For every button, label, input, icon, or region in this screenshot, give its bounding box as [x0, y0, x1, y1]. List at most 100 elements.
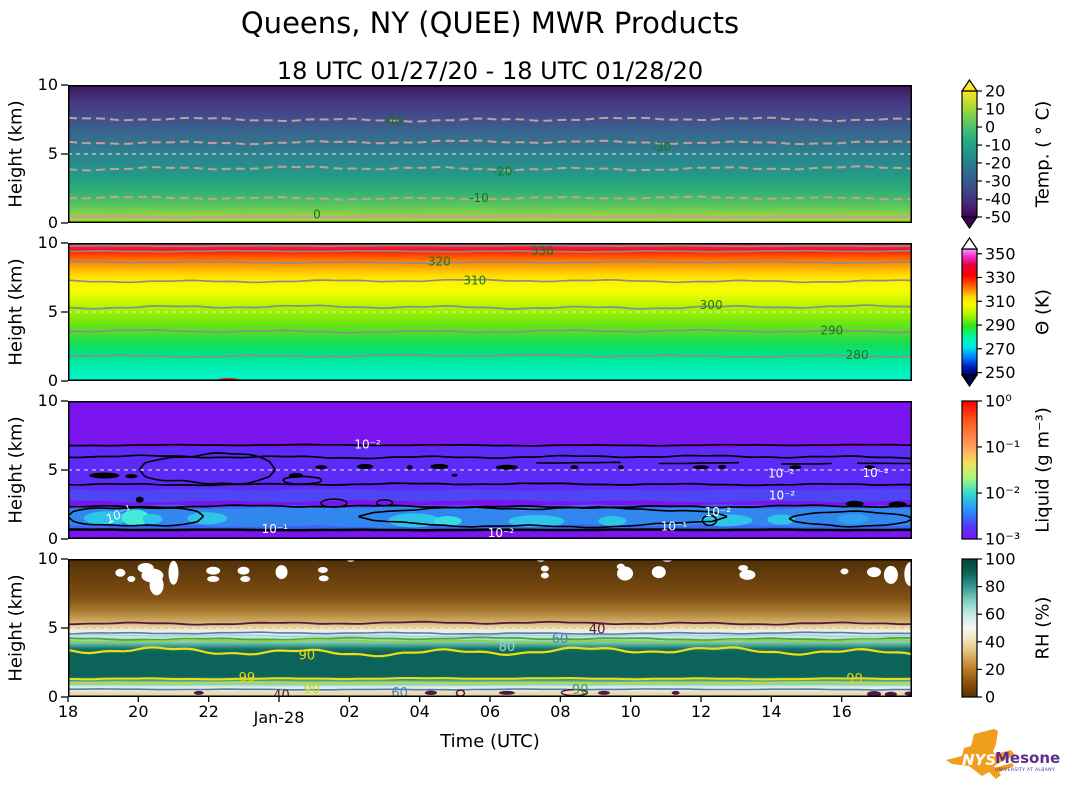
potential-temperature-field — [68, 243, 912, 381]
field-patch — [840, 568, 849, 575]
colorbar-tick-label: 310 — [985, 292, 1016, 311]
contour-spot — [671, 690, 680, 695]
x-tick-label: 18 — [57, 702, 79, 721]
field-patch — [883, 565, 898, 584]
contour-line — [68, 688, 912, 691]
plot-area-temperature: -40 -30 -20 -10 0 — [68, 85, 912, 223]
field-patch — [206, 566, 221, 575]
contour-line — [68, 633, 912, 638]
contour-spot — [451, 473, 458, 477]
colorbar-gradient — [961, 558, 978, 698]
contour-spot — [789, 465, 802, 470]
field-patch — [121, 509, 150, 526]
colorbar-relative-humidity: 100 80 60 40 20 0 — [961, 551, 1016, 707]
x-tick-label: 10 — [620, 702, 641, 721]
y-tick-label: 5 — [47, 302, 58, 321]
colorbar-tick-label: -20 — [985, 153, 1011, 172]
field-patch — [142, 513, 163, 524]
contour-line — [68, 636, 912, 642]
colorbar-potential-temperature: 350 330 310 290 270 250 — [960, 236, 1016, 388]
contour-line — [68, 249, 912, 253]
field-patch — [739, 569, 756, 580]
plot-area-liquid: 10⁻²10⁻¹10⁻¹ 10⁻²10⁻² 10⁻²10⁻²10⁻²10⁻¹ — [68, 401, 912, 539]
contour-label: 90 — [304, 682, 321, 697]
field-patch — [508, 515, 565, 528]
x-tick-label: 08 — [550, 702, 571, 721]
colorbar-tick-label: 0 — [985, 688, 995, 707]
contour-spot — [430, 464, 449, 470]
contour-label: -10 — [469, 191, 489, 205]
field-patch — [617, 566, 634, 581]
contour-blob — [68, 506, 204, 527]
colorbar-tick-label: 350 — [985, 244, 1016, 263]
contour-spot — [498, 690, 515, 695]
contour-line — [68, 116, 912, 123]
colorbar-tick-label: 290 — [985, 316, 1016, 335]
contour-label: 10⁻² — [862, 466, 889, 480]
y-tick-label: 0 — [47, 213, 58, 232]
field-patch — [168, 560, 179, 585]
contour-line — [68, 139, 912, 146]
field-patch — [651, 566, 666, 579]
colorbar-tick-label: 100 — [985, 551, 1016, 569]
x-tick-label: 14 — [761, 702, 782, 721]
contour-spot — [125, 474, 138, 479]
contour-spot — [406, 465, 413, 470]
contour-label: 310 — [463, 273, 486, 287]
figure-title: Queens, NY (QUEE) MWR Products — [240, 6, 740, 40]
contour-line — [68, 195, 912, 201]
contour-line — [68, 676, 912, 681]
contour-blob — [788, 510, 912, 528]
contour-label: -20 — [493, 164, 513, 178]
contour-line — [68, 353, 912, 359]
colorbar-tick-label: 10⁻¹ — [985, 437, 1020, 456]
contour-line — [68, 304, 912, 310]
contour-line — [68, 260, 912, 265]
contour-line — [68, 528, 912, 532]
contour-spot — [288, 473, 303, 479]
field-patch — [540, 565, 549, 572]
colorbar-tick-label: -40 — [985, 189, 1011, 208]
colorbar-tick-label: 330 — [985, 268, 1016, 287]
contour-spot — [888, 501, 907, 508]
field-patch — [867, 567, 882, 578]
y-tick-label: 10 — [37, 549, 58, 568]
colorbar-label-theta: Θ (K) — [1032, 289, 1054, 335]
colorbar-tick-label: 250 — [985, 363, 1016, 382]
y-tick-label: 10 — [37, 233, 58, 252]
x-tick-label: Jan-28 — [253, 708, 305, 727]
y-axis-label-liquid: Height (km) — [5, 416, 27, 524]
contour-ring — [320, 498, 348, 508]
colorbar-tick-label: -10 — [985, 136, 1011, 155]
field-patch — [767, 514, 796, 525]
y-tick-label: 0 — [47, 529, 58, 548]
field-patch — [598, 516, 627, 527]
colorbar-label-liquid: Liquid (g m⁻³) — [1032, 407, 1054, 533]
logo-subtext: UNIVERSITY AT ALBANY — [995, 767, 1055, 773]
plot-frame — [68, 401, 912, 539]
x-tick-label: 04 — [409, 702, 430, 721]
field-patch — [240, 576, 251, 583]
contour-line — [68, 443, 912, 447]
contour-spot — [845, 500, 864, 507]
contour-label: 40 — [589, 622, 606, 637]
contour-line — [658, 461, 740, 465]
y-tick-label: 0 — [47, 371, 58, 390]
colorbar-tick-label: 40 — [985, 632, 1005, 651]
contour-spot — [570, 465, 579, 470]
colorbar-tick-label: 20 — [985, 82, 1005, 101]
contour-spot — [617, 465, 624, 470]
contour-ring — [375, 499, 394, 507]
colorbar-tick-label: -30 — [985, 171, 1011, 190]
colorbar-gradient — [961, 248, 978, 376]
contour-blob — [358, 505, 728, 529]
logo-nys-text: NYS — [962, 751, 996, 769]
contour-line — [68, 482, 912, 487]
contour-spot — [135, 496, 144, 503]
colorbar-over-arrow — [960, 78, 979, 92]
contour-line — [68, 244, 912, 248]
x-tick-label: 16 — [831, 702, 852, 721]
contour-label: 10⁻¹ — [661, 520, 688, 534]
y-tick-label: 0 — [47, 687, 58, 706]
contour-label: 60 — [391, 686, 408, 697]
